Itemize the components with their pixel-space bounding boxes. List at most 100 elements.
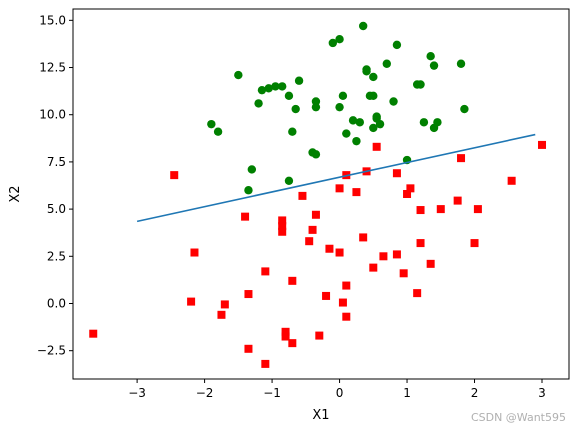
- square-point-15: [281, 332, 290, 341]
- square-point-20: [311, 210, 320, 219]
- circle-point-40: [426, 51, 435, 61]
- circle-point-10: [288, 127, 297, 136]
- square-point-27: [338, 298, 347, 307]
- x-tick-label-2: −1: [263, 386, 281, 400]
- x-tick-label-0: −3: [128, 386, 146, 400]
- circle-point-46: [244, 186, 253, 195]
- square-point-28: [342, 312, 351, 321]
- square-point-44: [416, 206, 425, 215]
- circle-point-3: [247, 165, 257, 174]
- square-point-39: [399, 269, 408, 278]
- square-point-35: [372, 142, 381, 151]
- square-point-25: [335, 248, 344, 257]
- x-axis-label: X1: [312, 408, 329, 423]
- square-point-37: [392, 169, 401, 178]
- circle-point-32: [375, 119, 385, 129]
- y-tick-label-6: 12.5: [39, 61, 66, 75]
- square-point-36: [379, 252, 388, 261]
- circle-point-29: [369, 91, 378, 101]
- plot-frame: [72, 8, 570, 380]
- square-point-46: [436, 205, 445, 214]
- y-tick-label-4: 7.5: [47, 155, 66, 169]
- watermark: CSDN @Want595: [470, 411, 566, 424]
- circle-point-24: [355, 118, 364, 127]
- square-point-26: [335, 184, 344, 193]
- square-point-48: [457, 154, 466, 163]
- circle-point-47: [311, 150, 321, 159]
- circle-point-44: [456, 59, 466, 68]
- circle-point-33: [382, 59, 391, 68]
- y-tick-label-7: 15.0: [39, 13, 66, 27]
- y-tick-label-0: −2.5: [37, 344, 66, 358]
- y-tick-label-3: 5.0: [47, 202, 66, 216]
- x-axis: −3 −2 −1 0 1 2 3: [128, 379, 546, 400]
- square-point-34: [369, 263, 378, 272]
- square-point-12: [278, 222, 287, 231]
- circle-point-18: [335, 35, 344, 44]
- square-point-42: [413, 289, 422, 298]
- circle-point-11: [291, 104, 300, 114]
- square-point-21: [308, 225, 317, 234]
- square-point-14: [281, 327, 290, 336]
- circle-point-16: [311, 97, 321, 106]
- circle-point-49: [372, 112, 381, 121]
- circle-point-1: [213, 127, 223, 136]
- circle-point-19: [335, 102, 344, 112]
- square-point-47: [453, 196, 462, 205]
- circle-point-6: [264, 84, 273, 93]
- square-point-5: [220, 300, 229, 309]
- circle-point-21: [342, 129, 351, 138]
- square-point-7: [244, 344, 253, 353]
- circle-point-12: [294, 76, 304, 85]
- square-point-1: [170, 171, 179, 180]
- decision-boundary-line: [136, 133, 536, 223]
- circle-point-30: [369, 123, 378, 133]
- circle-point-13: [284, 176, 294, 185]
- x-tick-label-4: 1: [403, 386, 411, 400]
- circle-point-4: [254, 99, 263, 108]
- square-point-24: [325, 244, 334, 253]
- x-tick-label-6: 3: [538, 386, 546, 400]
- square-point-16: [288, 339, 297, 348]
- circle-point-45: [460, 104, 469, 114]
- square-point-19: [305, 237, 314, 246]
- circle-point-17: [328, 38, 338, 48]
- square-point-50: [473, 205, 482, 214]
- circle-point-5: [257, 85, 267, 95]
- circle-point-28: [369, 72, 378, 82]
- square-point-13: [278, 227, 287, 236]
- x-tick-label-1: −2: [196, 386, 214, 400]
- square-point-41: [406, 184, 415, 193]
- marks-layer: [89, 21, 547, 368]
- y-tick-label-5: 10.0: [39, 108, 66, 122]
- square-point-49: [470, 239, 479, 248]
- square-point-52: [538, 140, 547, 149]
- square-point-31: [352, 188, 361, 197]
- square-point-51: [507, 176, 516, 185]
- square-point-40: [403, 190, 412, 198]
- y-axis-label: X2: [8, 185, 23, 202]
- square-point-29: [342, 281, 351, 290]
- square-point-11: [278, 216, 287, 225]
- circle-point-7: [271, 82, 280, 91]
- circle-point-38: [416, 80, 425, 89]
- circle-point-34: [389, 97, 398, 106]
- square-point-6: [241, 212, 250, 221]
- circle-point-25: [358, 21, 368, 31]
- square-point-22: [315, 331, 324, 340]
- square-point-43: [416, 239, 425, 248]
- square-point-38: [392, 250, 401, 259]
- square-point-2: [190, 248, 199, 257]
- square-point-18: [298, 191, 307, 200]
- circle-point-22: [348, 116, 358, 125]
- square-point-45: [426, 259, 435, 268]
- x-tick-label-5: 2: [471, 386, 479, 400]
- circle-point-20: [338, 91, 348, 101]
- square-point-0: [89, 329, 98, 338]
- circle-point-48: [362, 65, 371, 74]
- circle-point-39: [419, 118, 429, 127]
- square-point-8: [244, 290, 253, 299]
- y-axis: −2.5 0.0 2.5 5.0 7.5 10.0 12.5 15.0: [37, 13, 73, 358]
- circle-point-42: [429, 61, 439, 70]
